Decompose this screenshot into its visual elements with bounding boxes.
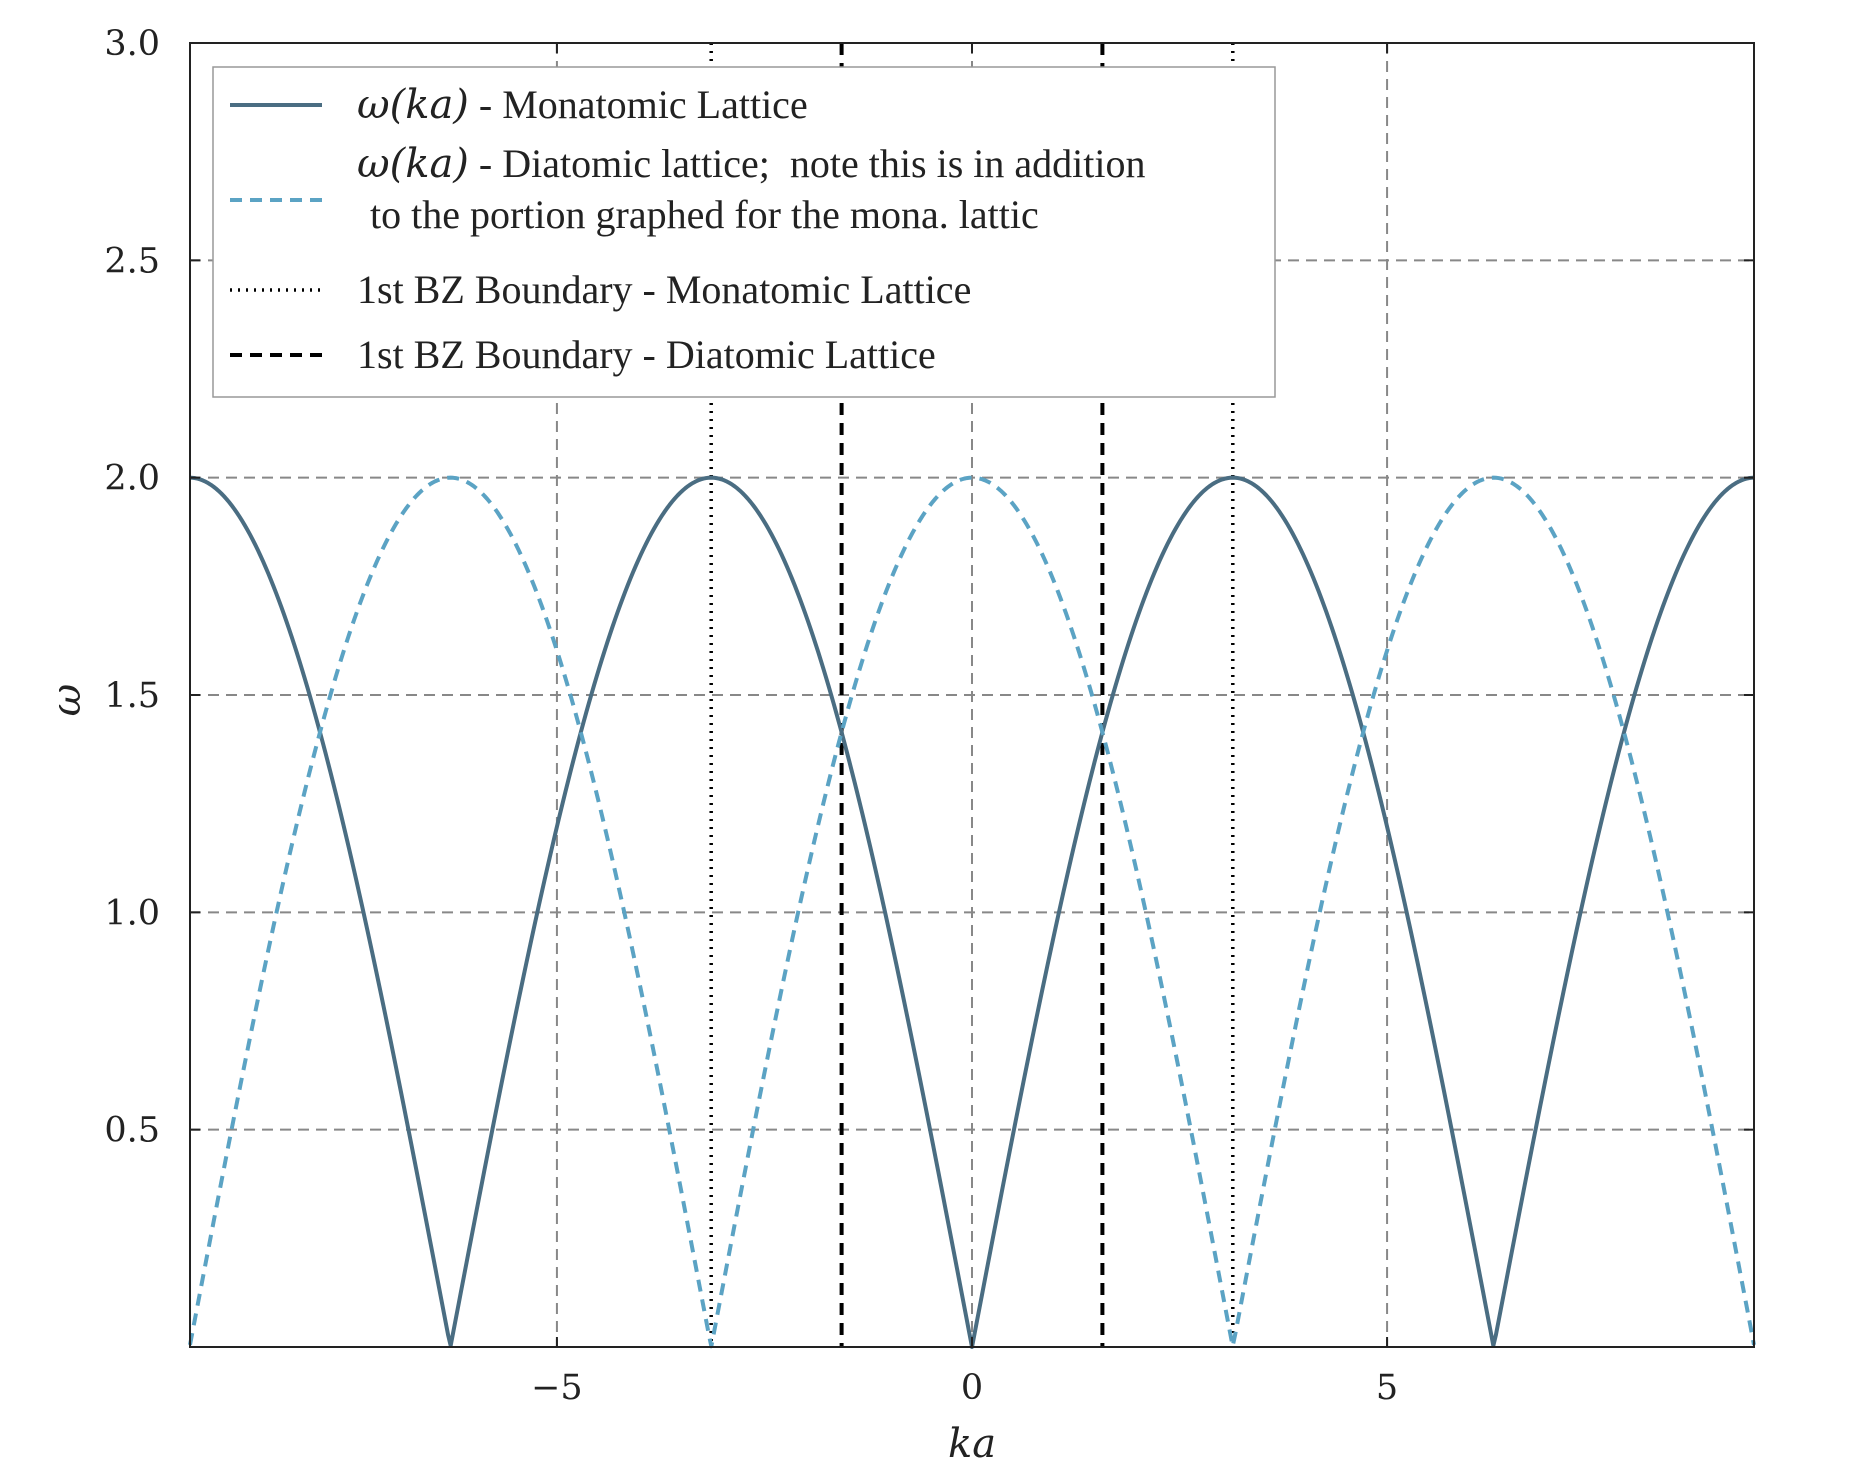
y-tick-label: 2.5 xyxy=(104,241,160,281)
x-tick-label: 5 xyxy=(1376,1368,1398,1408)
legend-label-bz-monatomic: 1st BZ Boundary - Monatomic Lattice xyxy=(357,267,971,312)
legend-box xyxy=(212,66,1276,398)
x-tick-label: −5 xyxy=(531,1368,583,1408)
x-tick-label: 0 xyxy=(961,1368,983,1408)
axis-ticks: −5 0 5 0.5 1.0 1.5 2.0 2.5 3.0 xyxy=(104,24,1754,1408)
y-tick-label: 2.0 xyxy=(104,459,160,499)
legend-desc-monatomic: - Monatomic Lattice xyxy=(469,82,808,127)
legend-desc-diatomic: - Diatomic lattice; note this is in addi… xyxy=(469,141,1146,186)
y-axis-label: ω xyxy=(44,684,90,717)
legend: ω(ka) - Monatomic Lattice ω(ka) - Diatom… xyxy=(212,66,1276,398)
series-line-diatomic xyxy=(188,475,1756,1349)
y-tick-label: 1.5 xyxy=(104,676,160,716)
legend-label-diatomic-line2: to the portion graphed for the mona. lat… xyxy=(370,192,1039,237)
y-tick-label: 1.0 xyxy=(104,893,160,933)
legend-label-monatomic: ω(ka) - Monatomic Lattice xyxy=(357,82,808,128)
y-tick-label: 3.0 xyxy=(104,24,160,64)
legend-math-diatomic: ω(ka) xyxy=(357,141,469,187)
legend-math-monatomic: ω(ka) xyxy=(357,82,469,128)
legend-label-bz-diatomic: 1st BZ Boundary - Diatomic Lattice xyxy=(357,332,936,377)
y-tick-label: 0.5 xyxy=(104,1111,160,1151)
legend-label-diatomic: ω(ka) - Diatomic lattice; note this is i… xyxy=(357,141,1145,187)
x-axis-label: ka xyxy=(948,1421,996,1467)
